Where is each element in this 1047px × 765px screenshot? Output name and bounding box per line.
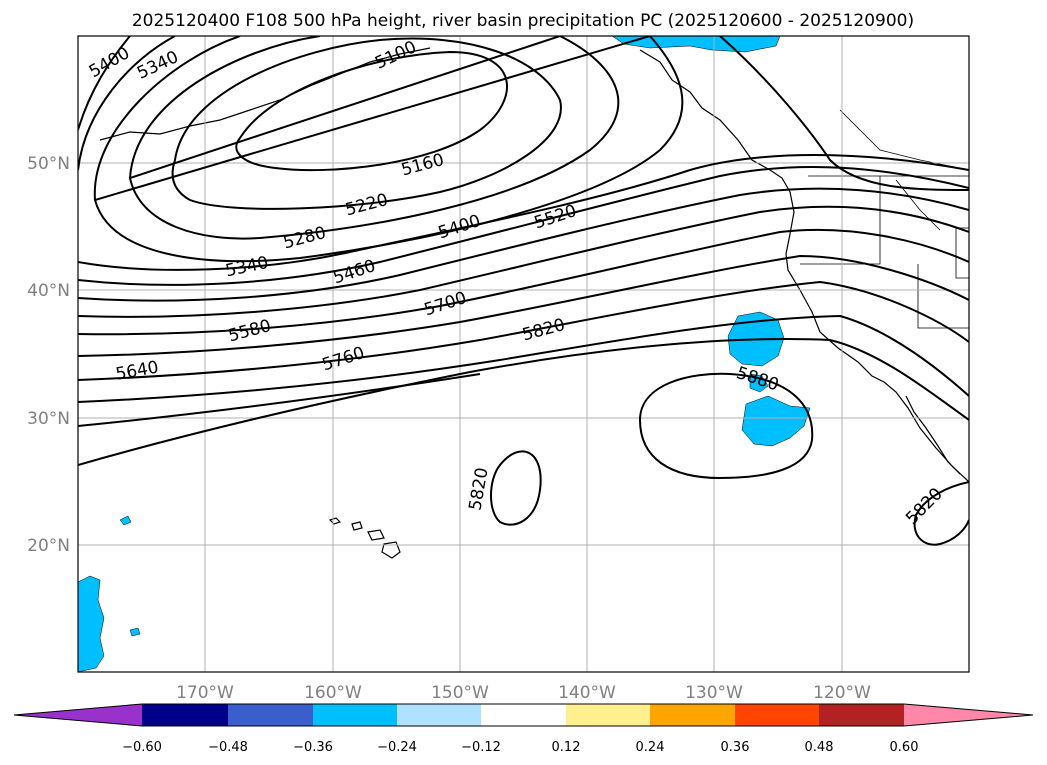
lon-label-150w: 150°W bbox=[431, 683, 489, 703]
colorbar-tick-label: −0.24 bbox=[377, 740, 417, 755]
colorbar-segment bbox=[14, 704, 142, 726]
border-state-2 bbox=[917, 264, 969, 329]
contour-5400 bbox=[78, 36, 969, 286]
coastline-aleutians bbox=[99, 47, 431, 141]
colorbar-tick-label: 0.12 bbox=[552, 740, 581, 755]
contour-5820 bbox=[78, 338, 969, 466]
lat-label-40n: 40°N bbox=[27, 281, 70, 301]
contour-5340 bbox=[78, 36, 969, 191]
island-hawaii-4 bbox=[381, 541, 401, 559]
border-state-3 bbox=[955, 227, 969, 279]
contour-5160 bbox=[171, 37, 562, 210]
contour-5640 bbox=[78, 254, 969, 357]
colorbar-segment bbox=[650, 704, 735, 726]
lon-label-120w: 120°W bbox=[813, 683, 871, 703]
longitude-labels: 170°W 160°W 150°W 140°W 130°W 120°W bbox=[176, 683, 871, 703]
contour-5460 bbox=[78, 187, 969, 302]
lat-label-20n: 20°N bbox=[27, 536, 70, 556]
colorbar-segment bbox=[735, 704, 819, 726]
map-area: 5400 5340 5100 5160 5220 5280 5340 5400 … bbox=[78, 36, 969, 672]
colorbar-outline bbox=[13, 703, 1034, 727]
contour-5520 bbox=[78, 205, 969, 318]
coastline-baja bbox=[905, 395, 961, 475]
map-frame bbox=[77, 35, 970, 673]
precip-region-southwest bbox=[78, 575, 105, 672]
colorbar-segment bbox=[397, 704, 481, 726]
lat-label-50n: 50°N bbox=[27, 154, 70, 174]
coastline-west bbox=[639, 49, 969, 483]
contour-5820-loop bbox=[490, 450, 542, 526]
colorbar-segment bbox=[819, 704, 904, 726]
island-hawaii-2 bbox=[351, 521, 363, 531]
lon-label-130w: 130°W bbox=[685, 683, 743, 703]
contour-5220 bbox=[128, 36, 620, 240]
contour-5580 bbox=[78, 228, 969, 336]
height-contours bbox=[78, 36, 969, 546]
colorbar-segment bbox=[481, 704, 566, 726]
colorbar-segment bbox=[566, 704, 650, 726]
gridlines bbox=[78, 36, 969, 672]
colorbar-tick-label: 0.24 bbox=[636, 740, 665, 755]
latitude-labels: 50°N 40°N 30°N 20°N bbox=[27, 154, 70, 556]
colorbar-tick-label: −0.12 bbox=[461, 740, 501, 755]
border-state-5 bbox=[895, 179, 941, 231]
colorbar-tick-label: 0.60 bbox=[890, 740, 919, 755]
precip-region-islet-a bbox=[119, 515, 132, 526]
colorbar-segment bbox=[313, 704, 397, 726]
precip-region-islet-b bbox=[129, 627, 141, 637]
map-title: 2025120400 F108 500 hPa height, river ba… bbox=[132, 11, 914, 31]
colorbar-tick-label: 0.48 bbox=[805, 740, 834, 755]
lon-label-160w: 160°W bbox=[304, 683, 362, 703]
colorbar-tick-label: −0.48 bbox=[208, 740, 248, 755]
contour-5820-b bbox=[78, 373, 481, 427]
colorbar-tick-label: −0.36 bbox=[293, 740, 333, 755]
border-state-1 bbox=[800, 176, 881, 265]
contour-5880 bbox=[638, 372, 814, 480]
colorbar-tick-label: −0.60 bbox=[122, 740, 162, 755]
colorbar-segment bbox=[228, 704, 313, 726]
colorbar: −0.60 −0.48 −0.36 −0.24 −0.12 0.12 0.24 … bbox=[13, 703, 1034, 755]
lat-label-30n: 30°N bbox=[27, 409, 70, 429]
contour-5820-se bbox=[913, 481, 969, 546]
contour-5760 bbox=[78, 314, 969, 403]
contour-5100 bbox=[235, 50, 508, 172]
contour-5340-b bbox=[78, 154, 969, 271]
precip-region-central-c bbox=[741, 395, 811, 447]
colorbar-segment bbox=[142, 704, 228, 726]
colorbar-segment bbox=[904, 704, 1033, 726]
contour-5700 bbox=[78, 280, 969, 381]
colorbar-tick-label: 0.36 bbox=[721, 740, 750, 755]
lon-label-140w: 140°W bbox=[558, 683, 616, 703]
lon-label-170w: 170°W bbox=[176, 683, 234, 703]
island-hawaii-3 bbox=[367, 529, 385, 541]
